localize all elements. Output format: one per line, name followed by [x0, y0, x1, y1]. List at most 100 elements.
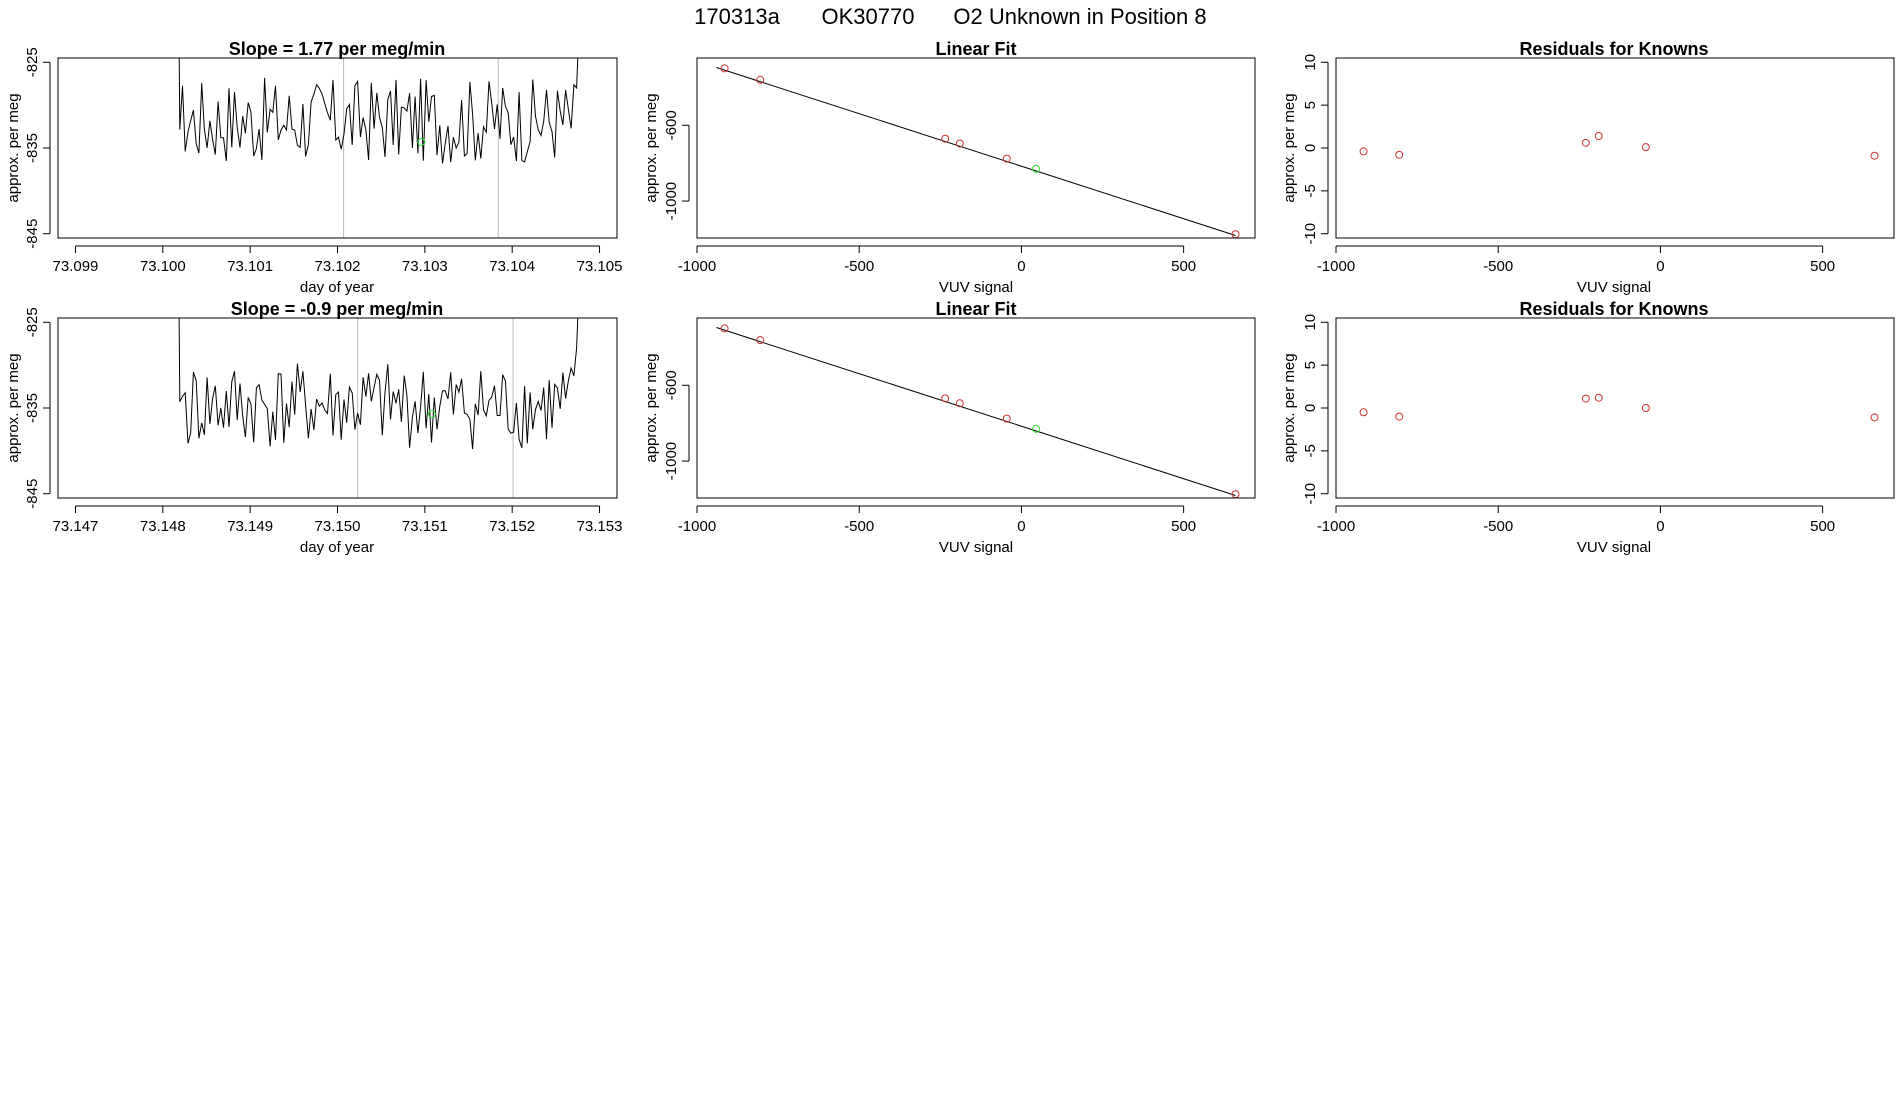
known-point	[720, 64, 729, 73]
known-point	[941, 134, 950, 143]
plot-area	[178, 318, 579, 498]
panel-title: Slope = 1.77 per meg/min	[229, 39, 446, 59]
known-point	[756, 75, 765, 84]
known-point	[1002, 154, 1011, 163]
panel-title: Linear Fit	[935, 39, 1016, 59]
unknown-point	[417, 138, 426, 146]
plot-frame	[696, 317, 1256, 499]
x-axis-label: day of year	[300, 279, 374, 296]
y-tick-label: 0	[1302, 404, 1319, 412]
y-tick-label: 5	[1302, 361, 1319, 369]
panel-title: Slope = -0.9 per meg/min	[231, 299, 444, 319]
x-tick-label: 0	[1017, 258, 1025, 275]
y-tick-label: -845	[24, 479, 41, 509]
panel-title: Linear Fit	[935, 299, 1016, 319]
plot-frame	[57, 317, 618, 499]
plot-frame	[696, 57, 1256, 239]
known-point	[955, 139, 964, 148]
plot-area	[1359, 393, 1879, 422]
position-description: O2 Unknown in Position 8	[953, 4, 1206, 29]
known-point	[1395, 150, 1404, 159]
x-tick-label: 73.149	[227, 518, 273, 535]
y-tick-label: -600	[663, 370, 680, 400]
known-point	[1359, 147, 1368, 156]
x-tick-label: 73.101	[227, 258, 273, 275]
panel-6: Residuals for Knowns VUV signal approx. …	[1281, 299, 1895, 556]
known-point	[1641, 143, 1650, 152]
x-tick-label: 500	[1810, 518, 1835, 535]
x-tick-label: 0	[1656, 518, 1664, 535]
y-tick-label: 5	[1302, 101, 1319, 109]
panel-4: Slope = -0.9 per meg/min day of year app…	[5, 299, 623, 556]
x-axis-label: VUV signal	[1577, 539, 1651, 556]
panel-title: Residuals for Knowns	[1519, 39, 1708, 59]
x-tick-label: 73.151	[402, 518, 448, 535]
x-axis-label: day of year	[300, 539, 374, 556]
y-tick-label: 0	[1302, 144, 1319, 152]
known-point	[1359, 408, 1368, 417]
unknown-point	[427, 410, 436, 418]
panel-5: Linear Fit VUV signal approx. per meg -1…	[643, 299, 1256, 556]
x-tick-label: 73.147	[53, 518, 99, 535]
x-tick-label: 500	[1171, 258, 1196, 275]
plot-frame	[57, 57, 618, 239]
x-tick-label: 73.153	[577, 518, 623, 535]
y-tick-label: -5	[1302, 444, 1319, 457]
y-axis-label: approx. per meg	[643, 353, 660, 462]
known-point	[955, 399, 964, 408]
y-tick-label: -1000	[663, 442, 680, 480]
unknown-point	[1032, 164, 1041, 173]
x-tick-label: 73.150	[315, 518, 361, 535]
x-tick-label: 0	[1017, 518, 1025, 535]
y-axis-label: approx. per meg	[5, 353, 22, 462]
x-axis-label: VUV signal	[1577, 279, 1651, 296]
plot-area	[716, 64, 1240, 238]
header: 170313a OK30770 O2 Unknown in Position 8	[694, 4, 1206, 29]
x-tick-label: 73.103	[402, 258, 448, 275]
unknown-point	[1032, 424, 1041, 433]
x-tick-label: 73.099	[53, 258, 99, 275]
known-point	[1641, 404, 1650, 412]
y-tick-label: -835	[24, 393, 41, 423]
panel-1: Slope = 1.77 per meg/min day of year app…	[5, 39, 623, 296]
x-tick-label: 73.100	[140, 258, 186, 275]
x-tick-label: 73.152	[489, 518, 535, 535]
known-point	[720, 324, 729, 333]
y-tick-label: 10	[1302, 314, 1319, 331]
run-id: 170313a	[694, 4, 780, 29]
known-point	[1870, 413, 1879, 422]
y-axis-label: approx. per meg	[1281, 353, 1298, 462]
y-tick-label: -835	[24, 133, 41, 163]
x-tick-label: 73.148	[140, 518, 186, 535]
y-tick-label: 10	[1302, 54, 1319, 71]
tank-id: OK30770	[822, 4, 915, 29]
x-tick-label: -500	[844, 258, 874, 275]
known-point	[941, 394, 950, 403]
plot-frame	[1335, 57, 1895, 239]
x-axis-label: VUV signal	[939, 539, 1013, 556]
panel-3: Residuals for Knowns VUV signal approx. …	[1281, 39, 1895, 296]
plot-area	[178, 58, 579, 238]
x-tick-label: -1000	[678, 258, 716, 275]
x-tick-label: 73.105	[577, 258, 623, 275]
y-tick-label: -1000	[663, 182, 680, 220]
y-axis-label: approx. per meg	[643, 93, 660, 202]
plot-area	[716, 324, 1240, 498]
y-axis-label: approx. per meg	[1281, 93, 1298, 202]
panel-2: Linear Fit VUV signal approx. per meg -1…	[643, 39, 1256, 296]
y-tick-label: -825	[24, 307, 41, 337]
known-point	[1594, 132, 1603, 140]
known-point	[1231, 230, 1240, 238]
known-point	[1581, 394, 1590, 403]
x-tick-label: 0	[1656, 258, 1664, 275]
fit-line	[716, 66, 1236, 237]
fit-line	[716, 326, 1236, 497]
y-tick-label: -600	[663, 110, 680, 140]
x-tick-label: -500	[844, 518, 874, 535]
known-point	[1581, 138, 1590, 147]
y-tick-label: -5	[1302, 184, 1319, 197]
known-point	[1594, 393, 1603, 402]
y-tick-label: -845	[24, 219, 41, 249]
known-point	[1002, 414, 1011, 423]
